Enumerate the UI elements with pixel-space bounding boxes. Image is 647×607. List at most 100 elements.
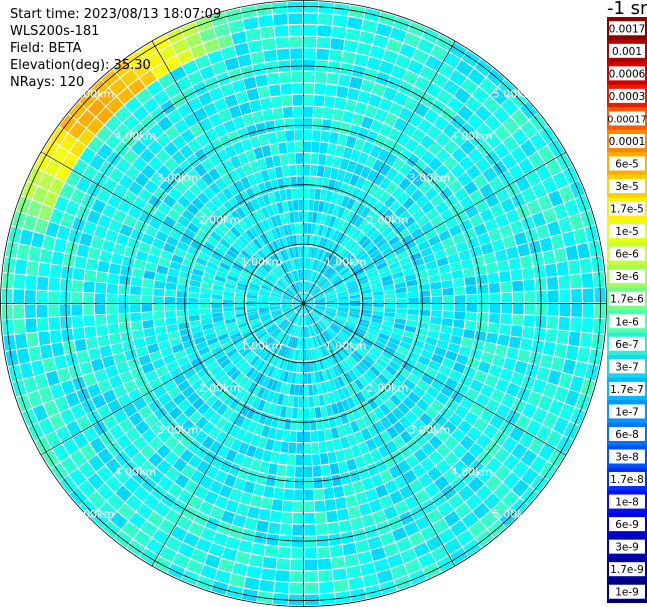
ray-bin [60, 456, 78, 475]
ray-bin [362, 338, 374, 348]
ray-bin [200, 389, 213, 402]
ray-bin [467, 426, 482, 442]
ray-bin [200, 223, 213, 236]
ray-bin [358, 375, 369, 388]
ray-bin [96, 188, 112, 203]
ray-bin [347, 285, 359, 292]
ray-bin [336, 287, 347, 293]
ray-bin [312, 309, 323, 317]
ray-bin [62, 152, 79, 170]
ray-bin [319, 278, 328, 287]
ray-bin [214, 469, 228, 484]
ray-bin [336, 312, 348, 318]
ray-bin [61, 328, 74, 342]
ray-bin [187, 425, 201, 439]
ray-bin [372, 434, 385, 448]
ray-bin [215, 163, 228, 177]
ray-bin [353, 350, 364, 361]
ray-bin [400, 548, 417, 564]
ray-bin [87, 117, 104, 135]
ray-bin [367, 397, 379, 410]
ray-bin [234, 223, 245, 235]
ray-bin [537, 194, 553, 211]
ray-bin [252, 111, 265, 124]
ray-bin [169, 337, 182, 347]
ray-bin [385, 365, 397, 376]
ray-bin [455, 60, 474, 77]
ray-bin [383, 505, 398, 520]
ray-bin [107, 194, 122, 209]
ray-bin [356, 391, 367, 404]
ray-bin [205, 516, 220, 531]
ray-bin [397, 228, 410, 240]
ray-bin [375, 484, 389, 498]
ray-bin [219, 262, 231, 271]
ray-bin [417, 240, 430, 251]
ray-bin [397, 191, 410, 205]
ray-bin [287, 287, 296, 296]
ray-bin [141, 428, 157, 444]
ray-bin [335, 591, 351, 604]
ray-bin [356, 190, 367, 203]
ray-bin [148, 399, 163, 413]
ray-bin [385, 181, 398, 195]
ray-bin [187, 373, 200, 386]
ray-bin [304, 536, 317, 548]
ray-bin [562, 359, 576, 375]
ray-bin [523, 279, 536, 292]
ray-bin [373, 217, 385, 230]
ray-bin [266, 275, 277, 283]
ray-bin [373, 307, 384, 312]
ray-bin [305, 314, 309, 326]
ray-bin [245, 367, 256, 378]
ray-bin [346, 384, 356, 396]
colorbar-label: 0.0017 [609, 23, 646, 35]
ray-bin [282, 237, 289, 249]
ray-bin [215, 430, 228, 444]
ray-bin [167, 268, 180, 277]
ray-bin [248, 286, 260, 292]
ray-bin [303, 303, 311, 312]
ray-bin [70, 403, 86, 420]
ray-bin [314, 500, 326, 512]
ray-bin [399, 384, 412, 396]
ray-bin [78, 480, 96, 498]
ray-bin [204, 554, 221, 569]
ray-bin [158, 519, 176, 535]
ray-bin [484, 374, 499, 388]
ray-bin [182, 505, 198, 521]
ray-bin [303, 234, 307, 246]
ray-bin [340, 374, 350, 386]
ray-bin [528, 240, 542, 255]
ray-bin [117, 199, 132, 214]
ray-bin [189, 411, 203, 424]
ray-bin [326, 294, 337, 299]
ray-bin [489, 313, 501, 324]
ray-bin [399, 256, 412, 266]
ray-bin [307, 223, 312, 234]
ray-bin [341, 51, 356, 64]
ray-bin [233, 259, 245, 269]
ray-bin [214, 324, 226, 332]
ray-bin [60, 316, 72, 329]
ray-bin [23, 214, 38, 232]
ray-bin [274, 227, 282, 239]
ray-bin [240, 404, 251, 417]
ray-bin [221, 340, 233, 350]
radial-line [40, 303, 304, 456]
ray-bin [283, 322, 291, 332]
ray-bin [38, 204, 53, 221]
ray-bin [143, 203, 157, 217]
ray-bin [238, 219, 249, 232]
ray-bin [222, 421, 234, 434]
ray-bin [8, 226, 22, 243]
ray-bin [384, 312, 396, 318]
radial-line [151, 303, 304, 567]
ray-bin [386, 412, 399, 425]
ray-bin [360, 312, 372, 318]
ray-bin [411, 367, 424, 379]
ray-bin [324, 289, 336, 296]
range-label: 4.00km [115, 129, 157, 142]
ray-bin [278, 332, 287, 343]
ray-bin [330, 324, 341, 332]
